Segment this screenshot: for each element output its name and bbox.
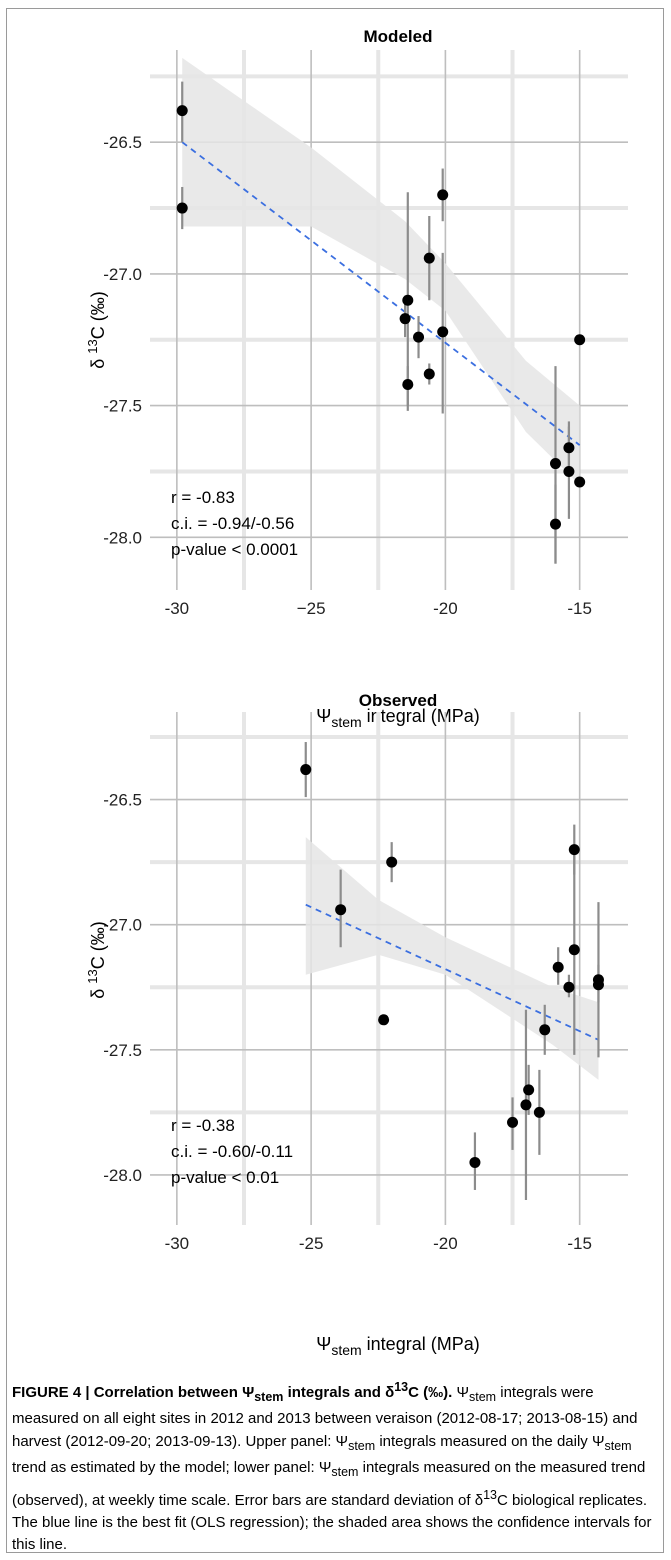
data-point [335, 904, 347, 916]
figure-canvas: Modeled -30 −25 -20 -15 -26.5 -27.0 -27.5 -28.… [85, 27, 628, 1358]
fit-line [305, 903, 599, 1041]
fit-line-observed [305, 903, 599, 1041]
data-point [437, 189, 449, 201]
data-point [378, 1014, 390, 1026]
y-tick-label: -28.0 [103, 1166, 142, 1185]
x-tick-label: -25 [299, 1234, 324, 1253]
data-point [423, 368, 435, 380]
data-point [520, 1099, 532, 1111]
panel-title-modeled: Modeled [364, 27, 433, 46]
data-point [563, 442, 575, 454]
x-tick-label: −25 [297, 599, 326, 618]
points-observed [300, 764, 604, 1168]
data-point [549, 458, 561, 470]
y-tick-label: -28.0 [103, 528, 142, 547]
data-point [402, 294, 414, 306]
data-point [176, 202, 188, 214]
data-point [549, 518, 561, 530]
data-point [552, 961, 564, 973]
data-point [386, 856, 398, 868]
x-tick-label: -20 [433, 1234, 458, 1253]
x-tick-label: -30 [165, 1234, 190, 1253]
fit-line-modeled [181, 141, 581, 446]
stat-ci-observed: c.i. = -0.60/-0.11 [171, 1142, 293, 1161]
panel-modeled: Modeled -30 −25 -20 -15 -26.5 -27.0 -27.5 -28.… [85, 27, 628, 730]
data-point [533, 1106, 545, 1118]
stat-p-observed: p-value < 0.01 [171, 1168, 279, 1187]
data-point [399, 313, 411, 325]
y-tick-label: -26.5 [103, 791, 142, 810]
data-point [523, 1084, 535, 1096]
data-point [592, 979, 604, 991]
panel-title-observed: Observed [359, 691, 437, 710]
data-point [507, 1116, 519, 1128]
y-axis-label-modeled: δ 13C (‰) [85, 291, 108, 369]
data-point [423, 252, 435, 264]
data-point [402, 379, 414, 391]
stat-ci-modeled: c.i. = -0.94/-0.56 [171, 514, 294, 533]
confidence-band [182, 57, 580, 485]
data-point [300, 764, 312, 776]
y-tick-label: -27.5 [103, 397, 142, 416]
x-tick-label: -30 [165, 599, 190, 618]
x-tick-label: -15 [567, 599, 592, 618]
data-point [563, 981, 575, 993]
caption-heading: FIGURE 4 | Correlation between Ψstem int… [12, 1380, 453, 1404]
y-ticks-modeled: -26.5 -27.0 -27.5 -28.0 [103, 133, 142, 547]
points-modeled [176, 105, 586, 530]
x-axis-label-observed: Ψstem integral (MPa) [316, 1334, 479, 1358]
stat-p-modeled: p-value < 0.0001 [171, 540, 298, 559]
fit-line [181, 141, 581, 446]
data-point [539, 1024, 551, 1036]
stat-r-observed: r = -0.38 [171, 1116, 235, 1135]
data-point [574, 334, 586, 346]
data-point [568, 844, 580, 856]
ci-band-observed [305, 837, 599, 1080]
x-ticks-modeled: -30 −25 -20 -15 [165, 599, 592, 618]
data-point [413, 331, 425, 343]
data-point [469, 1156, 481, 1168]
data-point [574, 476, 586, 488]
ci-band-modeled [182, 57, 580, 485]
x-tick-label: -20 [433, 599, 458, 618]
panel-observed: Observed -30 -25 -20 -15 -26.5 -27.0 -27.5 -28… [85, 691, 628, 1358]
y-tick-label: -26.5 [103, 133, 142, 152]
y-tick-label: -27.5 [103, 1041, 142, 1060]
x-ticks-observed: -30 -25 -20 -15 [165, 1234, 592, 1253]
stat-r-modeled: r = -0.83 [171, 488, 235, 507]
data-point [437, 326, 449, 338]
y-tick-label: -27.0 [103, 916, 142, 935]
confidence-band [305, 837, 599, 1080]
y-ticks-observed: -26.5 -27.0 -27.5 -28.0 [103, 791, 142, 1185]
figure-caption: FIGURE 4 | Correlation between Ψstem int… [12, 1376, 660, 1557]
data-point [176, 105, 188, 117]
x-tick-label: -15 [567, 1234, 592, 1253]
figure-frame [6, 8, 664, 1553]
data-point [563, 465, 575, 477]
y-axis-label-observed: δ 13C (‰) [85, 921, 108, 999]
x-axis-label-modeled: Ψstem integral (MPa) [316, 706, 479, 730]
data-point [568, 944, 580, 956]
y-tick-label: -27.0 [103, 265, 142, 284]
caption-body: Ψstem integrals were measured on all eig… [12, 1384, 652, 1554]
